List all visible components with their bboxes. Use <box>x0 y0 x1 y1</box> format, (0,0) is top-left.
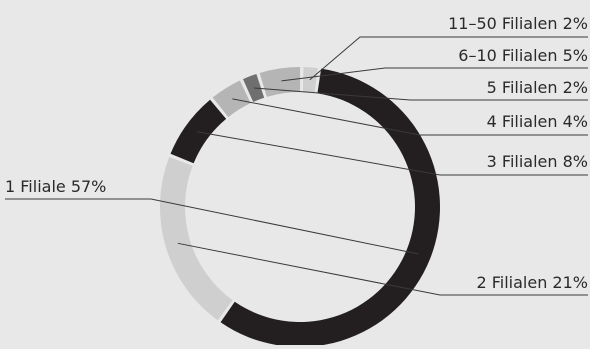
slice-label-2: 2 Filialen 21% <box>476 273 588 292</box>
leader-line-5 <box>254 87 588 101</box>
donut-slice-1 <box>220 68 441 348</box>
leader-line-6 <box>281 67 588 82</box>
donut-slice-4 <box>212 80 251 118</box>
slice-label-6: 6–10 Filialen 5% <box>458 46 588 65</box>
leader-line-7 <box>309 36 588 81</box>
slice-label-3: 3 Filialen 8% <box>487 152 588 171</box>
leader-line-4 <box>232 98 588 136</box>
slice-label-7: 11–50 Filialen 2% <box>448 14 588 33</box>
leader-line-1 <box>5 198 419 255</box>
slice-label-5: 5 Filialen 2% <box>487 78 588 97</box>
leader-line-3 <box>197 131 588 176</box>
donut-slice-6 <box>259 67 301 97</box>
slice-label-4: 4 Filialen 4% <box>487 112 588 131</box>
donut-slice-2 <box>160 156 233 321</box>
leader-line-2 <box>177 242 588 296</box>
donut-slice-5 <box>242 73 265 102</box>
slice-label-1: 1 Filiale 57% <box>5 177 106 196</box>
